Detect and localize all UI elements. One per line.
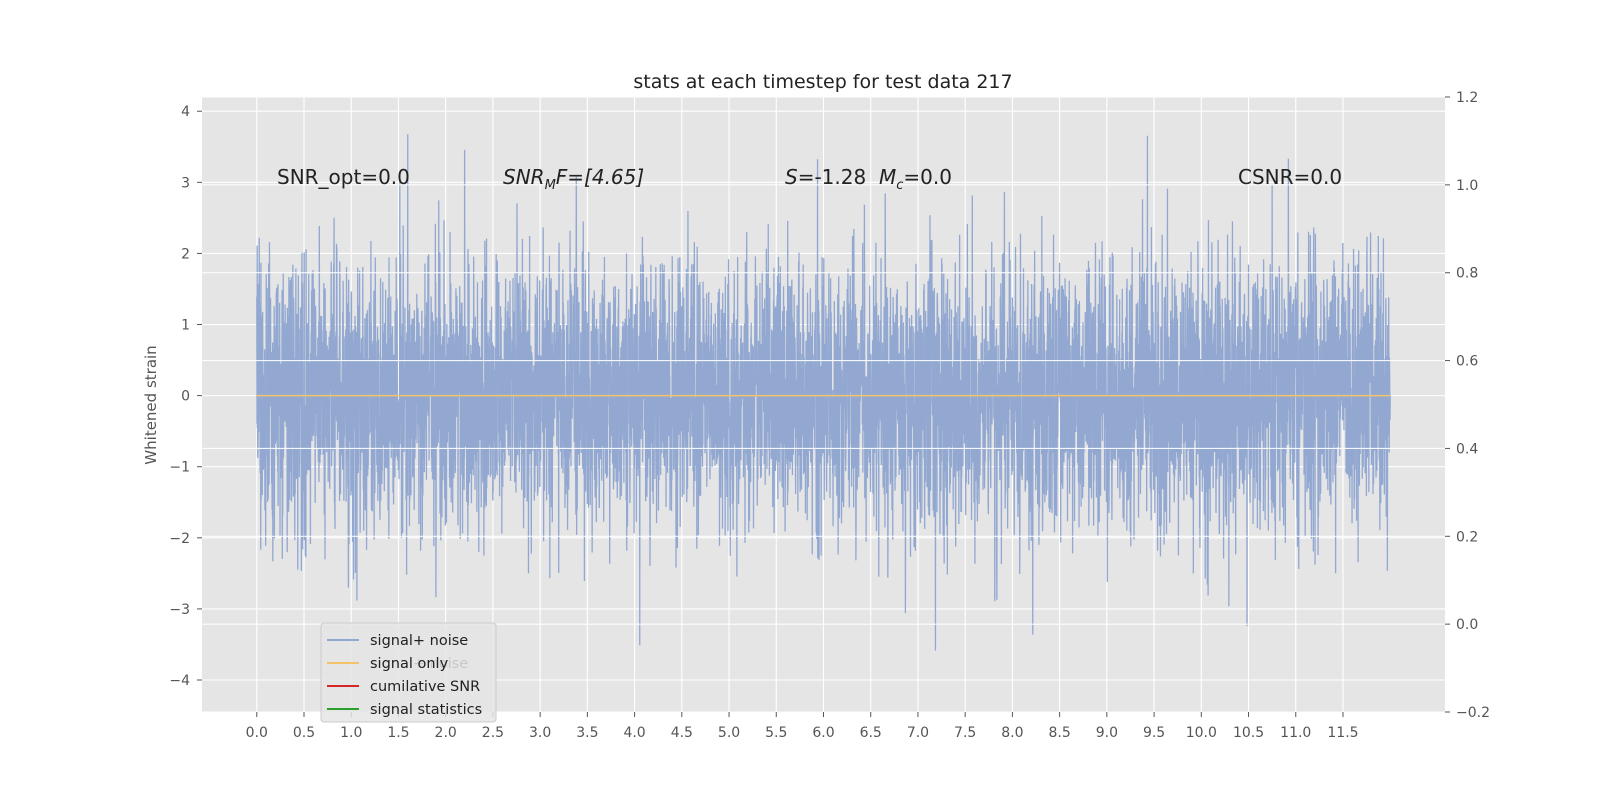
y2-tick-label: −0.2 (1456, 705, 1490, 721)
x-tick-label: 2.0 (435, 725, 457, 741)
x-tick-label: 1.0 (340, 725, 362, 741)
x-tick-label: 2.5 (482, 725, 504, 741)
legend-label-cumilative-snr: cumilative SNR (370, 679, 480, 695)
legend-label-signal-statistics: signal statistics (370, 702, 482, 718)
x-tick-label: 7.0 (907, 725, 929, 741)
x-tick-label: 3.0 (529, 725, 551, 741)
y2-tick-label: 0.4 (1456, 441, 1478, 457)
y-tick-label: −4 (169, 673, 190, 689)
y-tick-label: 0 (181, 389, 190, 405)
legend: signal+ noise signal+ noise signal only … (320, 622, 497, 723)
y2-tick-label: 0.6 (1456, 354, 1478, 370)
x-tick-label: 8.5 (1048, 725, 1070, 741)
x-tick-label: 10.5 (1233, 725, 1264, 741)
y-tick-label: 2 (181, 246, 190, 262)
y-tick-label: −1 (169, 460, 190, 476)
x-tick-label: 6.5 (860, 725, 882, 741)
legend-box (320, 622, 497, 723)
x-tick-label: 1.5 (387, 725, 409, 741)
y2-tick-label: 0.8 (1456, 266, 1478, 282)
y2-tick-label: 1.2 (1456, 90, 1478, 106)
annotation-snr-mf: SNRMF=[4.65] (503, 165, 644, 193)
x-tick-label: 4.0 (623, 725, 645, 741)
y2-tick-label: 0.0 (1456, 617, 1478, 633)
legend-ghost-text: signal+ noise (370, 656, 468, 672)
y-tick-label: 1 (181, 318, 190, 334)
x-tick-label: 5.0 (718, 725, 740, 741)
y-axis-label: Whitened strain (142, 345, 160, 464)
x-tick-label: 3.5 (576, 725, 598, 741)
y-tick-label: −3 (169, 602, 190, 618)
y-tick-label: −2 (169, 531, 190, 547)
y2-axis-ticks: 1.2 1.0 0.8 0.6 0.4 0.2 0.0 −0.2 (1445, 90, 1490, 721)
x-tick-label: 6.0 (812, 725, 834, 741)
y2-tick-label: 0.2 (1456, 529, 1478, 545)
y2-tick-label: 1.0 (1456, 178, 1478, 194)
x-tick-label: 11.5 (1327, 725, 1358, 741)
legend-label-signal-noise: signal+ noise (370, 633, 468, 649)
annotation-s: S=-1.28 (785, 165, 866, 189)
y-tick-label: 4 (181, 104, 190, 120)
x-tick-label: 10.0 (1186, 725, 1217, 741)
x-tick-label: 11.0 (1280, 725, 1311, 741)
x-tick-label: 0.5 (293, 725, 315, 741)
legend-label-signal-only: signal only (370, 656, 449, 672)
annotation-snr-opt: SNR_opt=0.0 (277, 165, 410, 189)
x-tick-label: 8.0 (1001, 725, 1023, 741)
annotation-mc: Mc=0.0 (879, 165, 952, 193)
x-tick-label: 7.5 (954, 725, 976, 741)
annotation-csnr: CSNR=0.0 (1238, 165, 1342, 189)
series-line-signal-noise (256, 134, 1391, 651)
x-tick-label: 9.0 (1096, 725, 1118, 741)
x-tick-label: 5.5 (765, 725, 787, 741)
x-tick-label: 9.5 (1143, 725, 1165, 741)
series-layer (256, 134, 1391, 651)
x-axis-ticks: 0.0 0.5 1.0 1.5 2.0 2.5 3.0 3.5 4.0 4.5 5.0 5.5 6.0 6… (246, 712, 1359, 741)
x-tick-label: 0.0 (246, 725, 268, 741)
y-axis-ticks: 4 3 2 1 0 −1 −2 −3 −4 (169, 104, 202, 689)
x-tick-label: 4.5 (671, 725, 693, 741)
chart-title: stats at each timestep for test data 217 (633, 71, 1012, 93)
y-tick-label: 3 (181, 175, 190, 191)
